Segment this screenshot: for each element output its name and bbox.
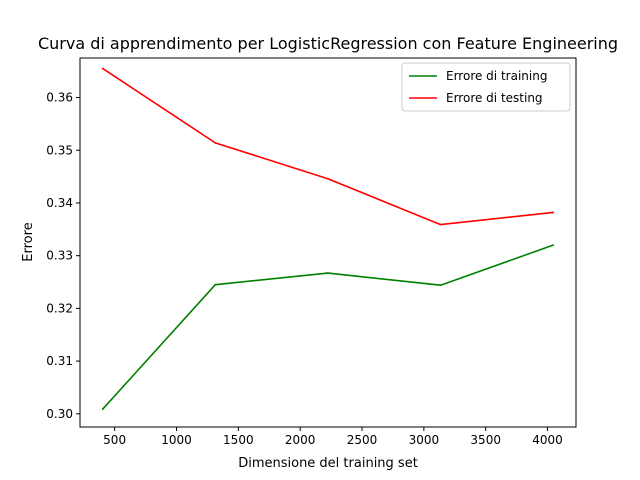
y-tick-label: 0.32 <box>46 301 73 315</box>
y-tick-label: 0.35 <box>46 143 73 157</box>
y-axis-ticks: 0.30 0.31 0.32 0.33 0.34 0.35 0.36 <box>46 91 80 421</box>
legend: Errore di training Errore di testing <box>401 62 571 112</box>
y-tick-label: 0.36 <box>46 91 73 105</box>
y-tick-label: 0.31 <box>46 354 73 368</box>
data-point <box>439 223 442 226</box>
x-tick-label: 1000 <box>161 433 192 447</box>
x-axis-ticks: 500 1000 1500 2000 2500 3000 3500 4000 <box>103 427 563 447</box>
x-tick-label: 3500 <box>470 433 501 447</box>
legend-box <box>401 62 571 112</box>
x-tick-label: 500 <box>103 433 126 447</box>
axes-frame <box>79 57 577 428</box>
data-point <box>326 272 329 274</box>
x-tick-label: 1500 <box>223 433 254 447</box>
data-point <box>214 283 217 286</box>
data-point <box>101 408 104 410</box>
data-point <box>552 244 555 247</box>
y-tick-label: 0.34 <box>46 196 73 210</box>
x-tick-label: 2500 <box>347 433 378 447</box>
x-tick-label: 4000 <box>532 433 563 447</box>
plot-area <box>79 57 577 428</box>
legend-label: Errore di training <box>446 69 547 83</box>
chart-title: Curva di apprendimento per LogisticRegre… <box>38 34 618 53</box>
data-point <box>326 177 329 180</box>
data-point <box>439 284 442 287</box>
legend-entries: Errore di training Errore di testing <box>409 69 547 105</box>
y-tick-label: 0.33 <box>46 249 73 263</box>
x-tick-label: 2000 <box>285 433 316 447</box>
legend-label: Errore di testing <box>446 91 543 105</box>
y-tick-label: 0.30 <box>46 407 73 421</box>
x-axis-label: Dimensione del training set <box>238 456 418 471</box>
x-tick-label: 3000 <box>409 433 440 447</box>
data-point <box>552 211 555 214</box>
y-axis-label: Errore <box>21 222 36 261</box>
data-point <box>214 141 217 144</box>
series-lines <box>101 67 555 410</box>
data-point <box>101 67 104 70</box>
